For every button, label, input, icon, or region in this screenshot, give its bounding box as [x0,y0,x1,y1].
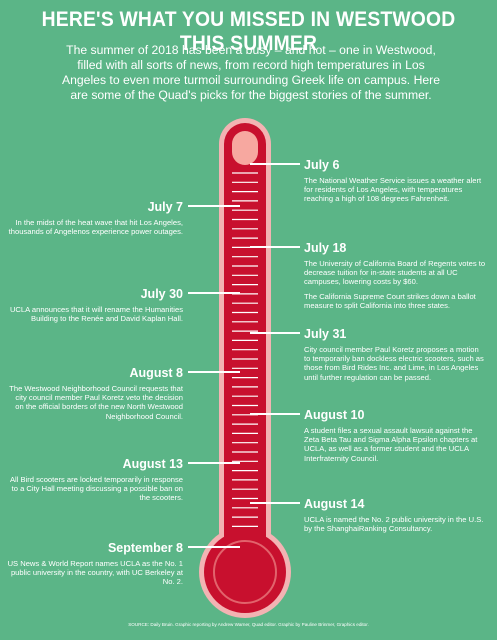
intro-paragraph: The summer of 2018 has been a busy – and… [62,43,440,102]
event-date: August 8 [129,366,183,380]
event-july-6: July 6 The National Weather Service issu… [304,158,487,204]
event-date: August 14 [304,497,365,511]
date-connectors [188,163,300,548]
bulb-highlight [213,540,277,604]
event-text: All Bird scooters are locked temporarily… [9,475,183,503]
event-date: August 10 [304,408,365,422]
event-text: The National Weather Service issues a we… [304,176,482,204]
event-july-31: July 31 City council member Paul Koretz … [304,327,487,382]
event-date: July 18 [304,241,347,255]
event-date: July 31 [304,327,347,341]
event-text: A student files a sexual assault lawsuit… [304,426,478,463]
thermometer-ticks [232,172,258,528]
event-text: The Westwood Neighborhood Council reques… [9,384,183,421]
event-text: UCLA announces that it will rename the H… [9,305,183,324]
event-text: The University of California Board of Re… [304,259,486,287]
event-july-30: July 30 UCLA announces that it will rena… [7,287,183,323]
event-text: In the midst of the heat wave that hit L… [8,218,183,237]
event-date: July 30 [140,287,183,301]
page-title: HERE'S WHAT YOU MISSED IN WESTWOOD THIS … [41,8,456,55]
event-august-14: August 14 UCLA is named the No. 2 public… [304,497,487,533]
thermometer-body [224,123,266,563]
event-text: City council member Paul Koretz proposes… [304,345,484,382]
event-july-18: July 18 The University of California Boa… [304,241,487,310]
event-september-8: September 8 US News & World Report names… [7,541,183,587]
thermometer-tube-top [232,131,258,165]
event-text: US News & World Report names UCLA as the… [7,559,183,587]
event-date: August 13 [122,457,183,471]
event-date: September 8 [107,541,183,555]
event-august-10: August 10 A student files a sexual assau… [304,408,487,463]
event-text: UCLA is named the No. 2 public universit… [304,515,484,534]
event-date: July 7 [147,200,183,214]
event-text-secondary: The California Supreme Court strikes dow… [304,291,476,310]
thermometer-bulb [204,531,286,613]
event-july-7: July 7 In the midst of the heat wave tha… [7,200,183,236]
event-august-8: August 8 The Westwood Neighborhood Counc… [7,366,183,421]
event-date: July 6 [304,158,340,172]
event-august-13: August 13 All Bird scooters are locked t… [7,457,183,503]
source-credit: SOURCE: Daily Bruin. Graphic reporting b… [128,622,369,627]
